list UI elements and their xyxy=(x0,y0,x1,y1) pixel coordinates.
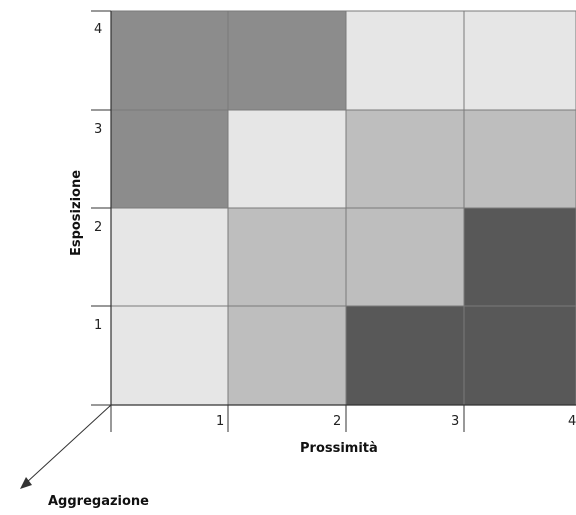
matrix-cell-r4-c1 xyxy=(110,10,229,111)
matrix-cell-r3-c3 xyxy=(345,109,465,210)
x-tick-3: 3 xyxy=(451,414,459,429)
y-tick-1: 1 xyxy=(94,318,102,333)
matrix-axes xyxy=(20,10,576,489)
x-tick-4: 4 xyxy=(568,414,576,429)
matrix-cell-r2-c4 xyxy=(463,207,576,308)
matrix-cell-r1-c2 xyxy=(227,305,347,406)
matrix-cell-r3-c2 xyxy=(227,109,347,210)
z-axis-title: Aggregazione xyxy=(48,494,149,509)
matrix-cells xyxy=(110,10,576,406)
y-tick-2: 2 xyxy=(94,220,102,235)
x-tick-1: 1 xyxy=(216,414,224,429)
matrix-cell-r1-c4 xyxy=(463,305,576,406)
matrix-cell-r3-c4 xyxy=(463,109,576,210)
matrix-cell-r1-c1 xyxy=(110,305,229,406)
matrix-cell-r4-c3 xyxy=(345,10,465,111)
y-tick-4: 4 xyxy=(94,22,102,37)
y-axis-title: Esposizione xyxy=(69,170,84,256)
z-axis-arrowhead xyxy=(20,477,32,489)
matrix-cell-r2-c2 xyxy=(227,207,347,308)
z-axis-line xyxy=(25,404,112,484)
matrix-cell-r1-c3 xyxy=(345,305,465,406)
matrix-cell-r4-c2 xyxy=(227,10,347,111)
matrix-cell-r4-c4 xyxy=(463,10,576,111)
matrix-cell-r2-c1 xyxy=(110,207,229,308)
matrix-cell-r2-c3 xyxy=(345,207,465,308)
x-axis-title: Prossimità xyxy=(300,441,378,456)
matrix-cell-r3-c1 xyxy=(110,109,229,210)
x-tick-2: 2 xyxy=(333,414,341,429)
y-tick-3: 3 xyxy=(94,122,102,137)
